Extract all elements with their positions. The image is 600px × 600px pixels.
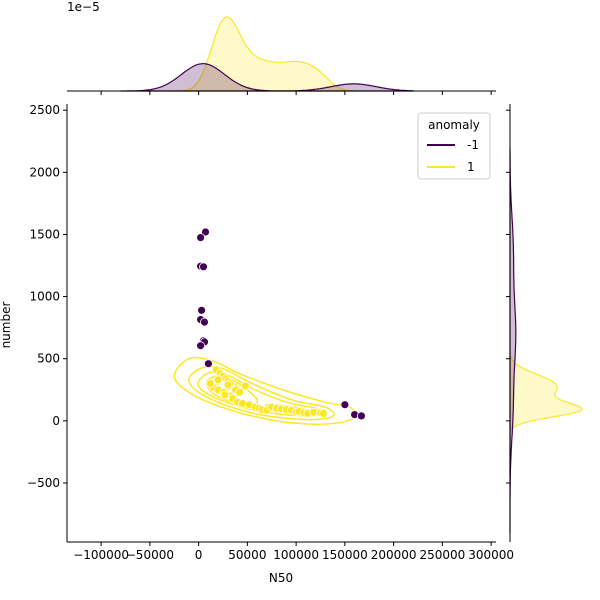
y-tick-label: 1500 [29, 227, 60, 241]
x-tick-label: −100000 [73, 548, 129, 562]
legend-label-1: 1 [467, 160, 475, 174]
right-density-1 [509, 355, 583, 429]
scatter-points [196, 227, 366, 421]
point-neg1 [197, 305, 207, 315]
x-tick-label: −50000 [126, 548, 174, 562]
point-neg1 [203, 359, 213, 369]
y-tick-label: 1000 [29, 290, 60, 304]
point-1 [235, 387, 245, 397]
x-tick-label: 200000 [371, 548, 417, 562]
point-neg1 [200, 317, 209, 327]
contour-level-1 [188, 365, 335, 421]
point-1 [318, 408, 328, 418]
legend: anomaly -1 1 [417, 112, 491, 180]
legend-label-neg1: -1 [467, 138, 479, 152]
point-neg1 [201, 227, 210, 237]
y-tick-label: −500 [27, 476, 60, 490]
top-marginal-density [67, 16, 496, 95]
point-1 [223, 380, 233, 390]
y-tick-label: 2500 [29, 103, 60, 117]
x-tick-label: 50000 [228, 548, 266, 562]
right-density-neg1 [509, 147, 517, 533]
y-tick-label: 2000 [29, 165, 60, 179]
point-neg1 [340, 400, 350, 410]
point-neg1 [356, 411, 366, 421]
top-density-1 [169, 16, 356, 92]
main-axes: −100000−50000 0 50000 100000 150000 200000 250… [27, 103, 514, 562]
y-axis-label: number [0, 302, 13, 349]
x-axis-label: N50 [269, 571, 293, 585]
x-tick-label: 250000 [419, 548, 465, 562]
point-1 [205, 379, 215, 389]
legend-title: anomaly [428, 118, 480, 132]
point-1 [213, 375, 223, 385]
x-tick-label: 150000 [322, 548, 368, 562]
right-marginal-density [506, 104, 583, 542]
point-1 [240, 381, 250, 391]
x-tick-label: 100000 [273, 548, 319, 562]
point-1 [220, 390, 230, 400]
point-neg1 [199, 262, 208, 272]
y-tick-label: 0 [52, 414, 60, 428]
top-marginal-offset-label: 1e−5 [67, 0, 100, 14]
y-tick-label: 500 [37, 352, 60, 366]
point-neg1 [196, 341, 206, 351]
x-tick-label: 300000 [468, 548, 514, 562]
point-neg1 [196, 233, 206, 243]
x-tick-label: 0 [195, 548, 203, 562]
